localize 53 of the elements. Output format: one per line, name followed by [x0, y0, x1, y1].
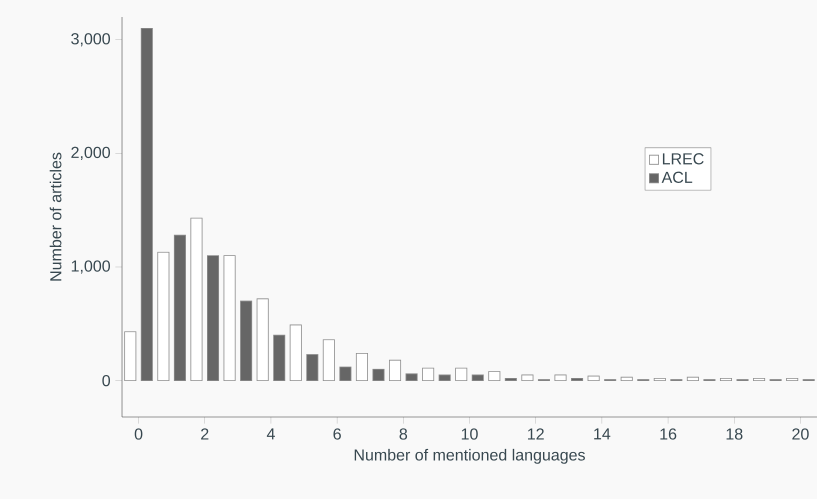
bar	[273, 334, 286, 382]
bar	[686, 376, 699, 382]
bar	[389, 360, 402, 382]
x-tick-label: 18	[726, 428, 742, 440]
bar	[438, 374, 451, 382]
x-tick-label: 20	[792, 428, 809, 440]
bar	[488, 371, 500, 382]
x-axis-title: Number of mentioned languages	[354, 448, 585, 464]
bar	[571, 378, 584, 382]
x-tick-label: 6	[333, 428, 341, 440]
bar	[753, 378, 766, 382]
y-tick-label: 0	[102, 374, 110, 386]
bar	[124, 331, 136, 382]
bar	[339, 366, 352, 382]
bar	[620, 376, 633, 382]
bar	[521, 374, 534, 382]
legend-label: ACL	[662, 172, 692, 183]
bar	[190, 218, 202, 382]
bar	[140, 28, 153, 382]
bar	[588, 376, 600, 382]
bar	[306, 354, 318, 382]
y-tick-label: 2,000	[71, 146, 110, 160]
bar	[654, 378, 666, 382]
bar	[157, 252, 170, 382]
x-tick-label: 10	[462, 428, 478, 440]
bar	[472, 374, 484, 382]
bar	[356, 352, 368, 382]
bar	[206, 255, 220, 382]
bar	[174, 234, 186, 382]
bar	[720, 378, 732, 382]
bar	[290, 324, 302, 382]
bar	[240, 300, 252, 382]
y-axis-title: Number of articles	[50, 152, 62, 281]
bar	[224, 255, 236, 382]
bar	[256, 298, 269, 382]
bar	[504, 378, 517, 382]
bar	[322, 339, 335, 382]
x-tick-label: 8	[400, 428, 408, 440]
x-tick-label: 14	[594, 428, 610, 440]
bar	[406, 373, 418, 382]
x-tick-label: 2	[201, 428, 208, 440]
bar	[372, 368, 385, 382]
bar	[786, 378, 798, 382]
bar	[455, 368, 468, 382]
legend-label: LREC	[662, 153, 704, 164]
x-tick-label: 16	[660, 428, 676, 440]
y-tick-label: 1,000	[72, 260, 110, 274]
x-tick-label: 4	[266, 428, 275, 440]
y-tick-label: 3,000	[71, 33, 110, 46]
bar	[554, 374, 567, 382]
x-tick-label: 12	[528, 428, 544, 440]
x-tick-label: 0	[134, 428, 142, 440]
bar	[422, 368, 434, 382]
